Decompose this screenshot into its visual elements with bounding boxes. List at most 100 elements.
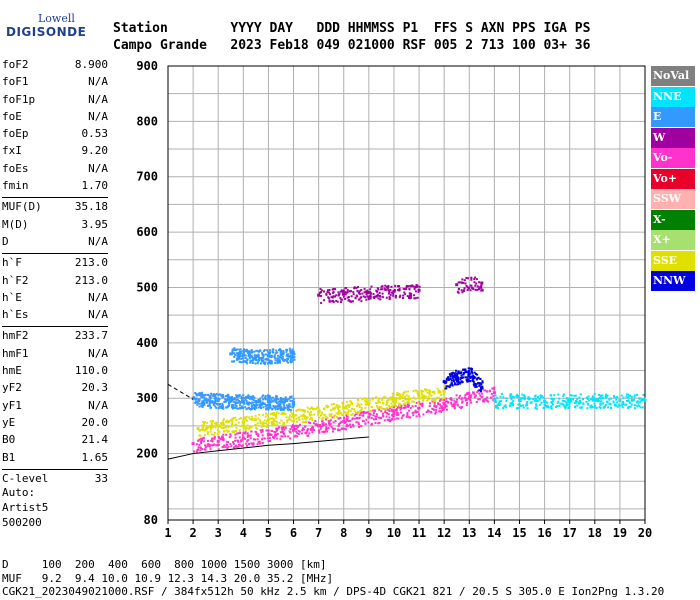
echo-point xyxy=(207,399,210,402)
echo-point xyxy=(259,405,262,408)
echo-point xyxy=(411,411,414,414)
echo-point xyxy=(426,399,429,402)
echo-point xyxy=(277,426,280,429)
echo-point xyxy=(390,408,393,411)
echo-point xyxy=(366,295,369,298)
echo-point xyxy=(434,398,437,401)
echo-point xyxy=(260,402,263,405)
echo-point xyxy=(229,434,232,437)
echo-point xyxy=(254,417,257,420)
echo-point xyxy=(250,359,253,362)
echo-point xyxy=(290,415,293,418)
echo-point xyxy=(303,425,306,428)
echo-point xyxy=(249,397,252,400)
echo-point xyxy=(259,349,262,352)
echo-point xyxy=(340,289,343,292)
echo-point xyxy=(441,397,444,400)
echo-point xyxy=(369,294,372,297)
param-value: 20.0 xyxy=(81,415,109,429)
echo-point xyxy=(311,425,314,428)
echo-point xyxy=(239,352,242,355)
echo-point xyxy=(427,410,430,413)
echo-point xyxy=(457,281,460,284)
echo-point xyxy=(533,400,536,403)
echo-point xyxy=(248,354,251,357)
echo-point xyxy=(209,430,212,433)
echo-point xyxy=(250,404,253,407)
echo-point xyxy=(208,396,211,399)
echo-point xyxy=(412,285,415,288)
echo-point xyxy=(275,398,278,401)
echo-point xyxy=(481,380,484,383)
echo-point xyxy=(255,349,258,352)
echo-point xyxy=(428,393,431,396)
echo-point xyxy=(337,294,340,297)
echo-point xyxy=(358,290,361,293)
echo-point xyxy=(270,356,273,359)
echo-point xyxy=(289,437,292,440)
echo-point xyxy=(255,426,258,429)
series-point xyxy=(279,353,283,357)
echo-point xyxy=(367,412,370,415)
echo-point xyxy=(454,403,457,406)
echo-point xyxy=(222,433,225,436)
echo-point xyxy=(406,398,409,401)
echo-point xyxy=(305,416,308,419)
echo-point xyxy=(337,412,340,415)
echo-point xyxy=(579,401,582,404)
echo-point xyxy=(222,439,225,442)
echo-point xyxy=(335,299,338,302)
param-value: 213.0 xyxy=(74,273,108,287)
echo-point xyxy=(290,350,293,353)
echo-point xyxy=(237,357,240,360)
echo-point xyxy=(542,396,545,399)
echo-point xyxy=(194,401,197,404)
echo-point xyxy=(564,405,567,408)
echo-point xyxy=(365,398,368,401)
echo-point xyxy=(505,406,508,409)
echo-point xyxy=(243,417,246,420)
echo-point xyxy=(337,407,340,410)
echo-point xyxy=(200,402,203,405)
echo-point xyxy=(345,291,348,294)
echo-point xyxy=(381,288,384,291)
echo-point xyxy=(486,399,489,402)
echo-point xyxy=(399,393,402,396)
echo-point xyxy=(551,402,554,405)
echo-point xyxy=(273,354,276,357)
echo-point xyxy=(367,298,370,301)
echo-point xyxy=(217,448,220,451)
echo-point xyxy=(410,285,413,288)
series-point xyxy=(467,371,471,375)
param-row: hmF1 N/A xyxy=(2,347,108,364)
echo-point xyxy=(257,350,260,353)
param-name: h`Es xyxy=(2,308,29,322)
echo-point xyxy=(402,297,405,300)
echo-point xyxy=(351,412,354,415)
echo-point xyxy=(262,353,265,356)
echo-point xyxy=(445,397,448,400)
echo-point xyxy=(452,403,455,406)
echo-point xyxy=(613,395,616,398)
echo-point xyxy=(242,426,245,429)
echo-point xyxy=(266,437,269,440)
echo-point xyxy=(257,399,260,402)
legend-item-vo: Vo- xyxy=(651,148,695,168)
echo-point xyxy=(321,430,324,433)
echo-point xyxy=(290,361,293,364)
echo-point xyxy=(517,395,520,398)
echo-point xyxy=(376,290,379,293)
param-row: D N/A xyxy=(2,235,108,252)
echo-point xyxy=(403,404,406,407)
echo-point xyxy=(454,401,457,404)
echo-point xyxy=(520,404,523,407)
echo-point xyxy=(371,409,374,412)
echo-point xyxy=(470,278,473,281)
echo-point xyxy=(460,371,463,374)
echo-point xyxy=(319,425,322,428)
echo-point xyxy=(471,379,474,382)
echo-point xyxy=(262,424,265,427)
param-value: 8.900 xyxy=(74,58,108,71)
echo-point xyxy=(271,422,274,425)
echo-point xyxy=(478,281,481,284)
